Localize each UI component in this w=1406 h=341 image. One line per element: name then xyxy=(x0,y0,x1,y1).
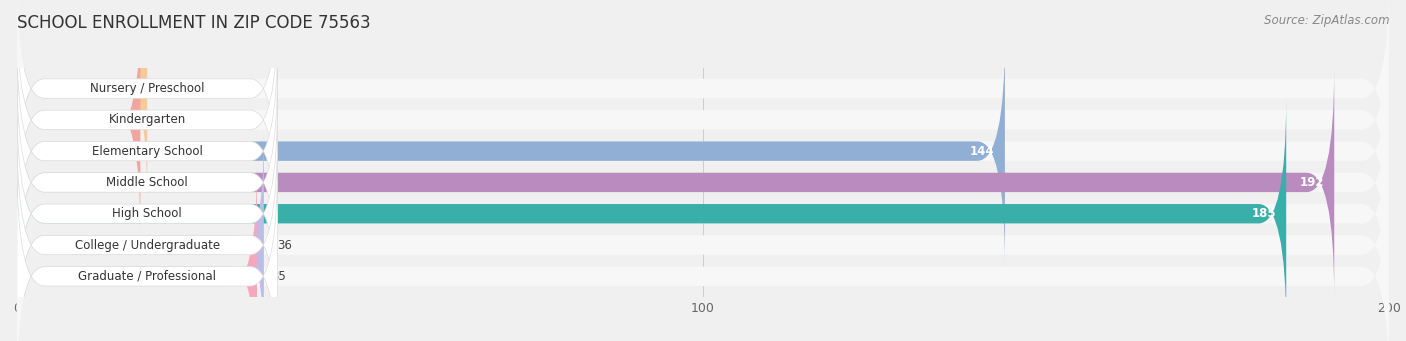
Text: High School: High School xyxy=(112,207,183,220)
Text: Nursery / Preschool: Nursery / Preschool xyxy=(90,82,204,95)
FancyBboxPatch shape xyxy=(17,0,277,204)
FancyBboxPatch shape xyxy=(17,0,1389,204)
Text: 185: 185 xyxy=(1251,207,1275,220)
FancyBboxPatch shape xyxy=(17,36,277,267)
FancyBboxPatch shape xyxy=(17,98,277,329)
Text: Middle School: Middle School xyxy=(107,176,188,189)
FancyBboxPatch shape xyxy=(17,36,1005,267)
FancyBboxPatch shape xyxy=(17,67,1334,298)
Text: Graduate / Professional: Graduate / Professional xyxy=(79,270,217,283)
FancyBboxPatch shape xyxy=(17,130,277,341)
FancyBboxPatch shape xyxy=(17,4,141,235)
FancyBboxPatch shape xyxy=(17,130,264,341)
Text: 192: 192 xyxy=(1299,176,1324,189)
Text: Kindergarten: Kindergarten xyxy=(108,113,186,126)
FancyBboxPatch shape xyxy=(17,0,148,204)
Text: 18: 18 xyxy=(155,113,169,126)
Text: 36: 36 xyxy=(277,239,292,252)
FancyBboxPatch shape xyxy=(17,4,1389,235)
FancyBboxPatch shape xyxy=(17,161,1389,341)
FancyBboxPatch shape xyxy=(17,98,1286,329)
Text: 19: 19 xyxy=(160,82,176,95)
FancyBboxPatch shape xyxy=(17,4,277,235)
FancyBboxPatch shape xyxy=(17,67,277,298)
Text: Source: ZipAtlas.com: Source: ZipAtlas.com xyxy=(1264,14,1389,27)
FancyBboxPatch shape xyxy=(17,98,1389,329)
FancyBboxPatch shape xyxy=(17,130,1389,341)
Text: College / Undergraduate: College / Undergraduate xyxy=(75,239,219,252)
Text: 144: 144 xyxy=(970,145,994,158)
FancyBboxPatch shape xyxy=(17,67,1389,298)
FancyBboxPatch shape xyxy=(17,161,257,341)
FancyBboxPatch shape xyxy=(17,161,277,341)
Text: SCHOOL ENROLLMENT IN ZIP CODE 75563: SCHOOL ENROLLMENT IN ZIP CODE 75563 xyxy=(17,14,371,32)
FancyBboxPatch shape xyxy=(17,36,1389,267)
Text: Elementary School: Elementary School xyxy=(91,145,202,158)
Text: 35: 35 xyxy=(271,270,285,283)
